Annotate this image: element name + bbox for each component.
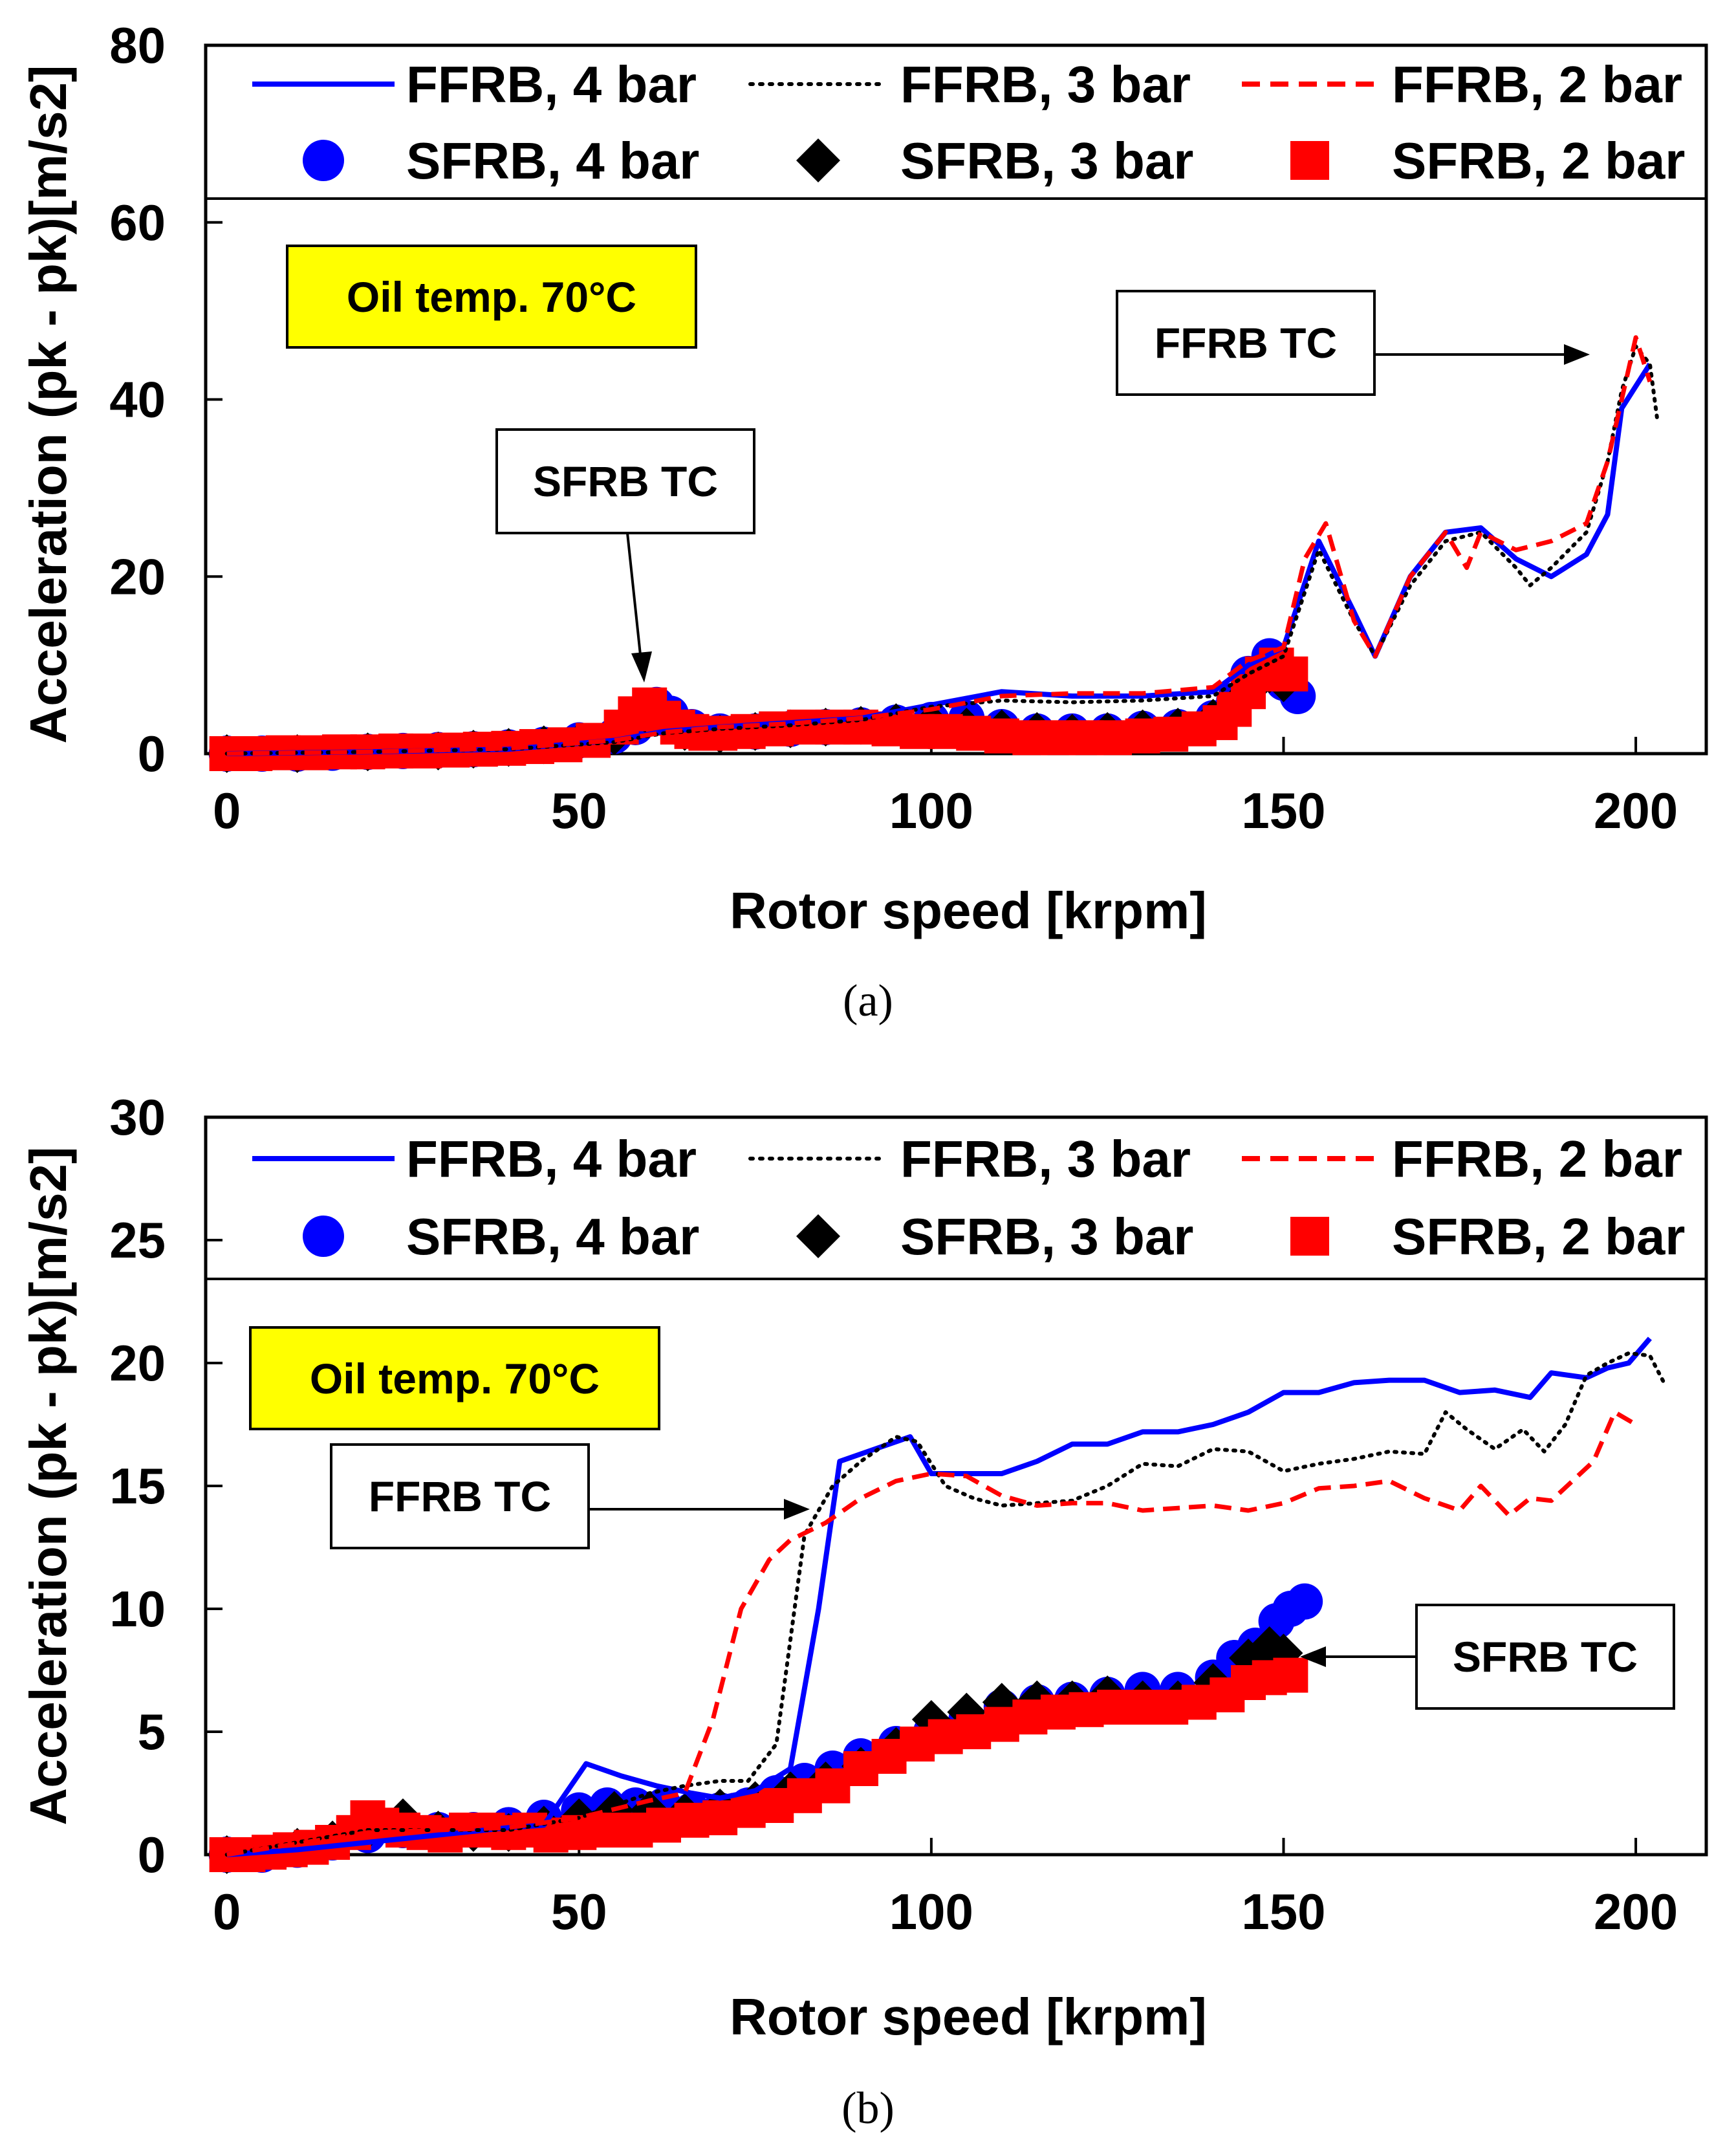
caption-b: (b) — [841, 2084, 895, 2133]
point-sfrb-4-bar — [1286, 1583, 1323, 1620]
legend-label-sfrb4: SFRB, 4 bar — [406, 132, 699, 190]
series-line-ffrb-4-bar — [226, 1336, 1652, 1857]
sfrb-tc-arrowhead-a — [631, 651, 652, 682]
series-a — [207, 335, 1659, 773]
x-tick-labels-a: 0 50 100 150 200 — [213, 737, 1678, 839]
x-tick-label: 100 — [889, 1883, 973, 1940]
x-tick-label: 50 — [551, 782, 607, 839]
oil-temp-label-a: Oil temp. 70°C — [347, 273, 636, 321]
y-tick-label: 25 — [109, 1212, 166, 1269]
chart-a: 0 20 40 60 80 0 50 100 150 200 FFRB, 4 bar FFRB,… — [19, 17, 1708, 1026]
legend-label-ffrb4: FFRB, 4 bar — [406, 1130, 697, 1188]
legend-label-ffrb3: FFRB, 3 bar — [900, 1130, 1191, 1188]
legend-marker-sfrb3 — [796, 138, 840, 182]
x-tick-label: 0 — [213, 782, 241, 839]
y-tick-label: 20 — [109, 1335, 166, 1391]
ffrb-tc-label-b: FFRB TC — [369, 1472, 551, 1520]
legend-label-sfrb4: SFRB, 4 bar — [406, 1208, 699, 1265]
ffrb-tc-box-a — [1116, 290, 1376, 396]
legend-marker-sfrb4 — [303, 1216, 344, 1257]
y-tick-label: 20 — [109, 548, 166, 605]
sfrb-tc-box-a — [495, 428, 755, 534]
x-tick-label: 200 — [1594, 1883, 1678, 1940]
legend-label-sfrb2: SFRB, 2 bar — [1392, 132, 1685, 190]
y-tick-label: 10 — [109, 1580, 166, 1637]
series-line-ffrb-2-bar — [226, 335, 1653, 756]
legend-marker-sfrb3 — [796, 1214, 840, 1258]
x-tick-label: 0 — [213, 1883, 241, 1940]
x-tick-labels-b: 0 50 100 150 200 — [213, 1838, 1678, 1940]
ffrb-tc-label-a: FFRB TC — [1155, 319, 1337, 367]
legend-label-sfrb3: SFRB, 3 bar — [900, 132, 1193, 190]
legend-label-ffrb3: FFRB, 3 bar — [900, 56, 1191, 113]
y-tick-label: 60 — [109, 194, 166, 251]
x-tick-label: 200 — [1594, 782, 1678, 839]
sfrb-tc-box-b — [1415, 1604, 1675, 1710]
x-tick-label: 100 — [889, 782, 973, 839]
legend-b: FFRB, 4 bar FFRB, 3 bar FFRB, 2 bar SFRB… — [252, 1130, 1685, 1265]
y-tick-label: 40 — [109, 371, 166, 428]
y-tick-label: 5 — [138, 1703, 166, 1760]
series-line-ffrb-3-bar — [224, 1351, 1666, 1857]
sfrb-tc-label-a: SFRB TC — [533, 457, 718, 505]
ffrb-tc-arrowhead-b — [784, 1499, 810, 1520]
y-axis-label-b: Acceleration (pk - pk)[m/s2] — [19, 1146, 77, 1825]
y-tick-label: 15 — [109, 1457, 166, 1514]
series-line-ffrb-4-bar — [226, 362, 1653, 756]
legend-label-ffrb2: FFRB, 2 bar — [1392, 56, 1682, 113]
ffrb-tc-arrowhead-a — [1564, 344, 1590, 365]
chart-b: 0 5 10 15 20 25 30 0 50 100 150 200 FFRB, 4 bar FF… — [19, 1089, 1708, 2133]
caption-a: (a) — [843, 976, 893, 1026]
legend-label-ffrb2: FFRB, 2 bar — [1392, 1130, 1682, 1188]
y-axis-label-a: Acceleration (pk - pk)[m/s2] — [19, 65, 77, 743]
legend-marker-sfrb2 — [1290, 141, 1329, 180]
sfrb-tc-arrowhead-b — [1300, 1646, 1326, 1667]
sfrb-tc-label-b: SFRB TC — [1453, 1633, 1638, 1681]
point-sfrb-2-bar — [1273, 656, 1308, 692]
legend-marker-sfrb4 — [303, 140, 344, 181]
series-b — [207, 1336, 1666, 1874]
legend-label-sfrb3: SFRB, 3 bar — [900, 1208, 1193, 1265]
x-tick-label: 150 — [1241, 782, 1325, 839]
legend-marker-sfrb2 — [1290, 1217, 1329, 1256]
x-axis-label-b: Rotor speed [krpm] — [730, 1988, 1207, 2045]
x-axis-label-a: Rotor speed [krpm] — [730, 882, 1207, 939]
legend-label-ffrb4: FFRB, 4 bar — [406, 56, 697, 113]
oil-temp-box-b — [249, 1326, 660, 1430]
point-sfrb-2-bar — [1273, 1657, 1308, 1693]
legend-a: FFRB, 4 bar FFRB, 3 bar FFRB, 2 bar SFRB… — [252, 56, 1685, 190]
y-tick-labels-b: 0 5 10 15 20 25 30 — [109, 1089, 222, 1883]
y-tick-label: 0 — [138, 1826, 166, 1883]
y-tick-label: 80 — [109, 17, 166, 74]
legend-label-sfrb2: SFRB, 2 bar — [1392, 1208, 1685, 1265]
plot-area-a — [204, 43, 1708, 756]
oil-temp-label-b: Oil temp. 70°C — [310, 1355, 600, 1402]
series-line-ffrb-3-bar — [224, 344, 1659, 756]
x-tick-label: 150 — [1241, 1883, 1325, 1940]
y-tick-label: 30 — [109, 1089, 166, 1146]
ffrb-tc-box-b — [330, 1443, 590, 1549]
y-tick-labels-a: 0 20 40 60 80 — [109, 17, 222, 782]
x-tick-label: 50 — [551, 1883, 607, 1940]
oil-temp-box-a — [286, 245, 697, 349]
sfrb-tc-arrow-a — [626, 532, 642, 655]
y-tick-label: 0 — [138, 725, 166, 782]
